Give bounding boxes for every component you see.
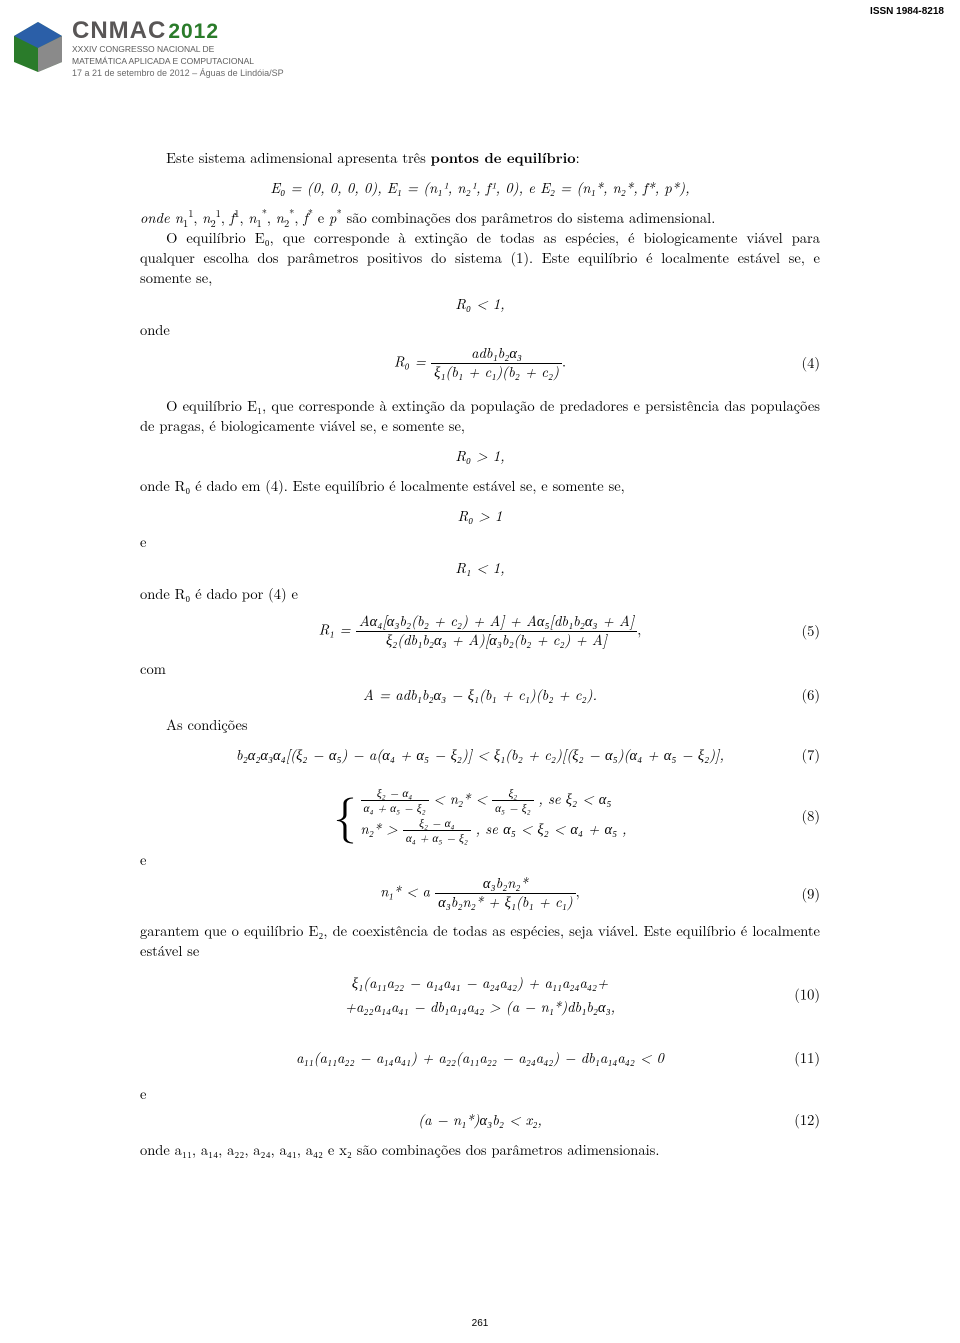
eq-10: ξ₁(a₁₁a₂₂ − a₁₄a₄₁ − a₂₄a₄₂) + a₁₁a₂₄a₄₂… — [140, 971, 820, 1020]
eq6-label: (6) — [801, 685, 820, 705]
page-number: 261 — [0, 1318, 960, 1329]
eq10-line2: +a₂₂a₁₄a₄₁ − db₁a₁₄a₄₂ > (a − n₁*)db₁b₂α… — [345, 997, 615, 1017]
e-2: e — [140, 850, 820, 870]
eq7-text: b₂α₂α₃α₄[(ξ₂ − α₅) − a(α₄ + α₅ − ξ₂)] < … — [236, 745, 724, 765]
p1-lead: Este sistema adimensional apresenta três — [166, 148, 431, 168]
eq-7: b₂α₂α₃α₄[(ξ₂ − α₅) − a(α₄ + α₅ − ξ₂)] < … — [140, 745, 820, 765]
issn-label: ISSN 1984-8218 — [870, 6, 944, 17]
eq-R0gt1b: R₀ > 1 — [140, 506, 820, 526]
eq5-lhs: R₁ = — [319, 620, 356, 640]
eq4-lhs: R₀ = — [394, 351, 431, 371]
logo-subline1: XXXIV CONGRESSO NACIONAL DE — [72, 45, 284, 55]
eq-11: a₁₁(a₁₁a₂₂ − a₁₄a₄₁) + a₂₂(a₁₁a₂₂ − a₂₄a… — [140, 1048, 820, 1068]
eq11-text: a₁₁(a₁₁a₂₂ − a₁₄a₄₁) + a₂₂(a₁₁a₂₂ − a₂₄a… — [296, 1048, 664, 1068]
eq8-c2-lead: n₂* > — [361, 819, 403, 839]
eq-R1lt1-text: R₁ < 1, — [455, 558, 504, 578]
eq-4: R₀ = adb₁b₂α₃ ξ₁(b₁ + c₁)(b₂ + c₂) . (4) — [140, 346, 820, 380]
eq4-den: ξ₁(b₁ + c₁)(b₂ + c₂) — [431, 364, 562, 381]
logo-year: 2012 — [168, 21, 219, 43]
eq8-c1-mid: < n₂* < — [433, 788, 492, 808]
p4: O equilíbrio E₁, que corresponde à extin… — [140, 396, 820, 436]
eq-R1lt1: R₁ < 1, — [140, 558, 820, 578]
eq8-c1a-num: ξ₂ − α₄ — [361, 787, 429, 801]
paper-body: Este sistema adimensional apresenta três… — [140, 148, 820, 1160]
eq8-label: (8) — [801, 806, 820, 826]
eq8-c1a-den: α₄ + α₅ − ξ₂ — [361, 801, 429, 814]
eq8-outer-tail: , — [622, 819, 626, 839]
logo-cnmac-text: CNMAC — [72, 18, 166, 43]
eq-R0gt1: R₀ > 1, — [140, 446, 820, 466]
eq-R0gt1-text: R₀ > 1, — [455, 446, 504, 466]
eq9-label: (9) — [801, 884, 820, 904]
logo-title: CNMAC2012 — [72, 18, 284, 43]
eq12-text: (a − n₁*)α₃b₂ < x₂, — [418, 1110, 542, 1130]
eq-8: { ξ₂ − α₄α₄ + α₅ − ξ₂ < n₂* < ξ₂α₅ − ξ₂ … — [140, 787, 820, 845]
p7: garantem que o equilíbrio E₂, de coexist… — [140, 921, 820, 961]
p5: onde R₀ é dado em (4). Este equilíbrio é… — [140, 476, 820, 496]
eq9-lead: n₁* < a — [380, 882, 435, 902]
eq8-c1-tail: , se ξ₂ < α₅ — [538, 788, 611, 808]
logo-subline2: MATEMÁTICA APLICADA E COMPUTACIONAL — [72, 57, 284, 67]
eq11-label: (11) — [794, 1048, 820, 1068]
eq5-tail: , — [637, 620, 641, 640]
eq8-c2-tail: , se α₅ < ξ₂ < α₄ + α₅ — [476, 819, 617, 839]
eq7-label: (7) — [801, 745, 820, 765]
p1-bold: pontos de equilíbrio — [431, 148, 576, 168]
e-1: e — [140, 532, 820, 552]
logo-icon — [10, 18, 66, 74]
eq-12: (a − n₁*)α₃b₂ < x₂, (12) — [140, 1110, 820, 1130]
as-condicoes: As condições — [140, 715, 820, 735]
com-word: com — [140, 659, 820, 679]
eq8-c2-num: ξ₂ − α₄ — [403, 817, 471, 831]
eq10-line1: ξ₁(a₁₁a₂₂ − a₁₄a₄₁ − a₂₄a₄₂) + a₁₁a₂₄a₄₂… — [352, 973, 608, 993]
eq-R0lt1: R₀ < 1, — [140, 294, 820, 314]
eq8-c1b-den: α₅ − ξ₂ — [492, 801, 533, 814]
eq-6: A = adb₁b₂α₃ − ξ₁(b₁ + c₁)(b₂ + c₂). (6) — [140, 685, 820, 705]
eq6-text: A = adb₁b₂α₃ − ξ₁(b₁ + c₁)(b₂ + c₂). — [363, 685, 597, 705]
eq9-tail: , — [576, 882, 580, 902]
onde-1: onde — [140, 320, 820, 340]
eq8-c2-den: α₄ + α₅ − ξ₂ — [403, 831, 471, 844]
logo-subline3: 17 a 21 de setembro de 2012 – Águas de L… — [72, 69, 284, 78]
e-3: e — [140, 1084, 820, 1104]
p6: onde R₀ é dado por (4) e — [140, 584, 820, 604]
p1-tail: : — [576, 148, 580, 168]
p3: O equilíbrio E₀, que corresponde à extin… — [140, 228, 820, 288]
conference-header: CNMAC2012 XXXIV CONGRESSO NACIONAL DE MA… — [10, 18, 284, 78]
eq8-c1b-num: ξ₂ — [492, 787, 533, 801]
p8: onde a₁₁, a₁₄, a₂₂, a₂₄, a₄₁, a₄₂ e x₂ s… — [140, 1140, 820, 1160]
eq5-den: ξ₂(db₁b₂α₃ + A)[α₃b₂(b₂ + c₂) + A] — [356, 632, 637, 649]
eq9-den: α₃b₂n₂* + ξ₁(b₁ + c₁) — [435, 894, 576, 911]
eq-9: n₁* < a α₃b₂n₂* α₃b₂n₂* + ξ₁(b₁ + c₁) , … — [140, 876, 820, 910]
eq-R0lt1-text: R₀ < 1, — [455, 294, 504, 314]
eq10-label: (10) — [794, 983, 820, 1008]
eq5-label: (5) — [801, 621, 820, 641]
eq-points-text: E₀ = (0, 0, 0, 0), E₁ = (n₁¹, n₂¹, f¹, 0… — [270, 178, 689, 198]
eq-equilibrium-points: E₀ = (0, 0, 0, 0), E₁ = (n₁¹, n₂¹, f¹, 0… — [140, 178, 820, 198]
eq12-label: (12) — [794, 1110, 820, 1130]
p2: onde n11, n21, f1, n1*, n2*, f* e p* são… — [140, 208, 820, 228]
eq4-label: (4) — [801, 353, 820, 373]
eq-R0gt1b-text: R₀ > 1 — [458, 506, 503, 526]
eq-5: R₁ = Aα₄[α₃b₂(b₂ + c₂) + A] + Aα₅[db₁b₂α… — [140, 614, 820, 648]
eq4-num: adb₁b₂α₃ — [431, 346, 562, 364]
